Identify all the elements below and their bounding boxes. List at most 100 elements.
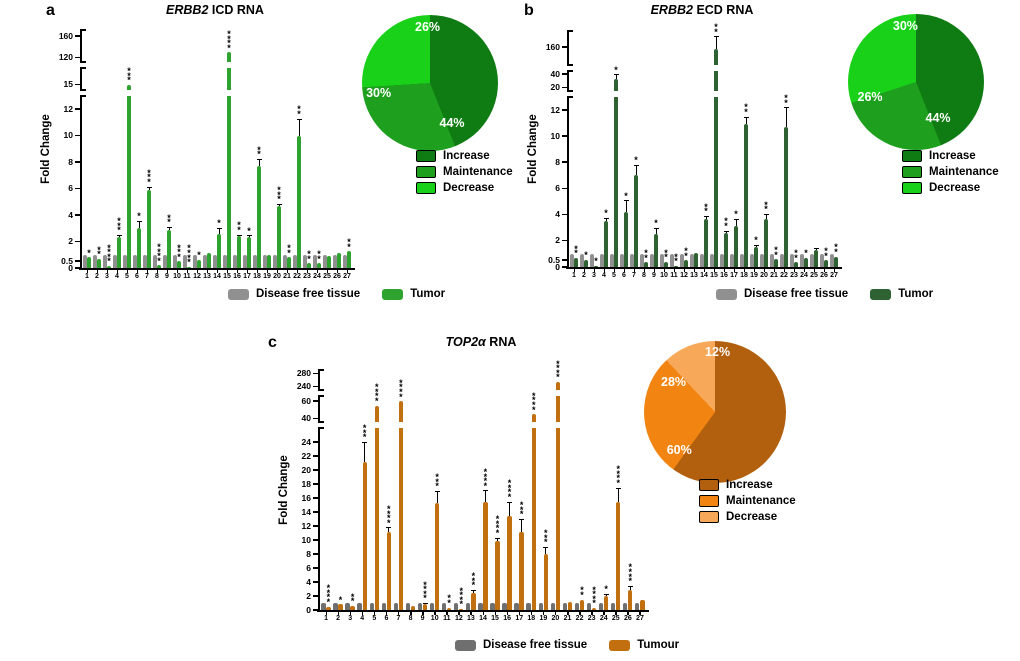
bar-tumor <box>422 603 428 610</box>
y-tick <box>562 239 567 242</box>
bar-tumor <box>217 233 221 268</box>
bar-tumor <box>519 531 524 610</box>
x-tick <box>683 268 685 272</box>
y-tick <box>75 214 80 216</box>
axis-break-gap <box>554 390 562 396</box>
x-tick-label: 25 <box>810 272 818 279</box>
bar-tumor <box>584 259 588 267</box>
x-tick <box>336 269 338 273</box>
error-bar-cap <box>743 116 749 118</box>
error-bar-cap <box>482 490 488 492</box>
x-tick-label: 27 <box>636 615 644 622</box>
bar-disease-free <box>600 253 604 267</box>
bar-tumor <box>704 218 708 267</box>
x-tick <box>126 269 128 273</box>
x-tick-label: 18 <box>253 273 261 280</box>
y-tick-label: 10 <box>550 130 560 141</box>
x-tick <box>542 611 545 615</box>
bar-tumor <box>483 502 488 610</box>
x-tick-label: 25 <box>323 273 331 280</box>
y-tick-label: 8 <box>68 156 73 167</box>
x-tick <box>530 611 533 615</box>
bar-disease-free <box>417 603 423 610</box>
y-tick <box>562 213 567 216</box>
x-tick-label: 24 <box>313 273 321 280</box>
x-tick-label: 25 <box>611 615 620 622</box>
x-tick-label: 18 <box>740 272 748 279</box>
y-tick-label: 6 <box>555 183 560 194</box>
significance-stars: * * <box>834 242 838 257</box>
x-tick-label: 4 <box>115 273 119 280</box>
bar-disease-free <box>620 253 624 267</box>
error-bar <box>436 491 438 503</box>
chart-title-c: TOP2α RNA <box>318 335 644 349</box>
significance-stars: * * * <box>177 242 181 262</box>
y-tick <box>75 161 80 163</box>
bar-tumor <box>530 414 537 610</box>
x-tick-label: 11 <box>443 615 451 622</box>
significance-stars: * <box>594 256 598 267</box>
bar-tumor <box>267 255 271 268</box>
significance-stars: * <box>137 211 141 222</box>
chart-title-a: ERBB2 ICD RNA <box>80 3 350 17</box>
significance-stars: * * * * <box>157 241 161 266</box>
x-tick-label: 18 <box>527 615 536 622</box>
x-tick-label: 6 <box>384 615 389 622</box>
decrease-label: Decrease <box>443 182 495 194</box>
significance-stars: * * <box>764 199 768 215</box>
bar-tumor <box>207 253 211 268</box>
bar-tumor <box>744 124 748 267</box>
decrease-label: Decrease <box>726 511 778 523</box>
x-tick-label: 1 <box>572 272 576 279</box>
x-tick-label: 13 <box>467 615 475 622</box>
error-bar <box>625 200 627 213</box>
significance-stars: * <box>338 594 343 605</box>
pie-legend-item: Increase <box>699 479 796 491</box>
x-tick <box>591 611 593 615</box>
y-axis-segment <box>80 30 82 62</box>
error-bar-cap <box>613 74 619 76</box>
axis-break-cap <box>567 30 573 32</box>
bar-tumor <box>107 266 111 268</box>
bar-disease-free <box>333 254 337 268</box>
pie-legend-item: Decrease <box>416 182 513 194</box>
bar-disease-free <box>369 603 374 610</box>
y-axis-label-a: Fold Change <box>40 114 52 184</box>
x-tick <box>554 611 557 615</box>
pie-legend-item: Decrease <box>699 511 796 523</box>
x-tick-label: 7 <box>632 272 636 279</box>
series-legend-c: Disease free tissue Tumour <box>455 639 679 651</box>
y-tick-label: 16 <box>301 492 311 503</box>
x-tick <box>567 611 569 615</box>
bar-disease-free <box>203 254 207 268</box>
significance-stars: * <box>804 248 808 259</box>
bar-tumor <box>784 127 788 267</box>
panel-label-a: a <box>46 2 55 19</box>
axis-break-gap <box>126 90 132 96</box>
x-tick <box>166 269 168 273</box>
y-tick-label: 0 <box>555 261 560 272</box>
y-tick <box>562 161 567 163</box>
x-tick <box>753 268 755 272</box>
error-bar-cap <box>543 547 549 548</box>
x-tick <box>246 269 248 273</box>
significance-stars: * * <box>714 22 718 37</box>
x-tick-label: 16 <box>233 273 241 280</box>
x-tick <box>763 268 765 272</box>
x-tick-label: 17 <box>730 272 738 279</box>
bar-tumor <box>447 607 452 610</box>
significance-stars: * <box>604 583 608 594</box>
bar-disease-free <box>466 603 471 610</box>
bar-tumor <box>664 261 668 267</box>
x-tick <box>226 269 228 273</box>
increase-label: Increase <box>443 150 490 162</box>
x-tick-label: 15 <box>491 615 499 622</box>
x-tick-label: 6 <box>622 272 626 279</box>
x-tick-label: 2 <box>95 273 99 280</box>
y-tick-label: 2 <box>555 235 560 246</box>
tumour-label: Tumour <box>637 639 680 651</box>
significance-stars: * * <box>744 102 748 118</box>
x-tick <box>186 269 188 273</box>
y-tick <box>313 539 318 541</box>
